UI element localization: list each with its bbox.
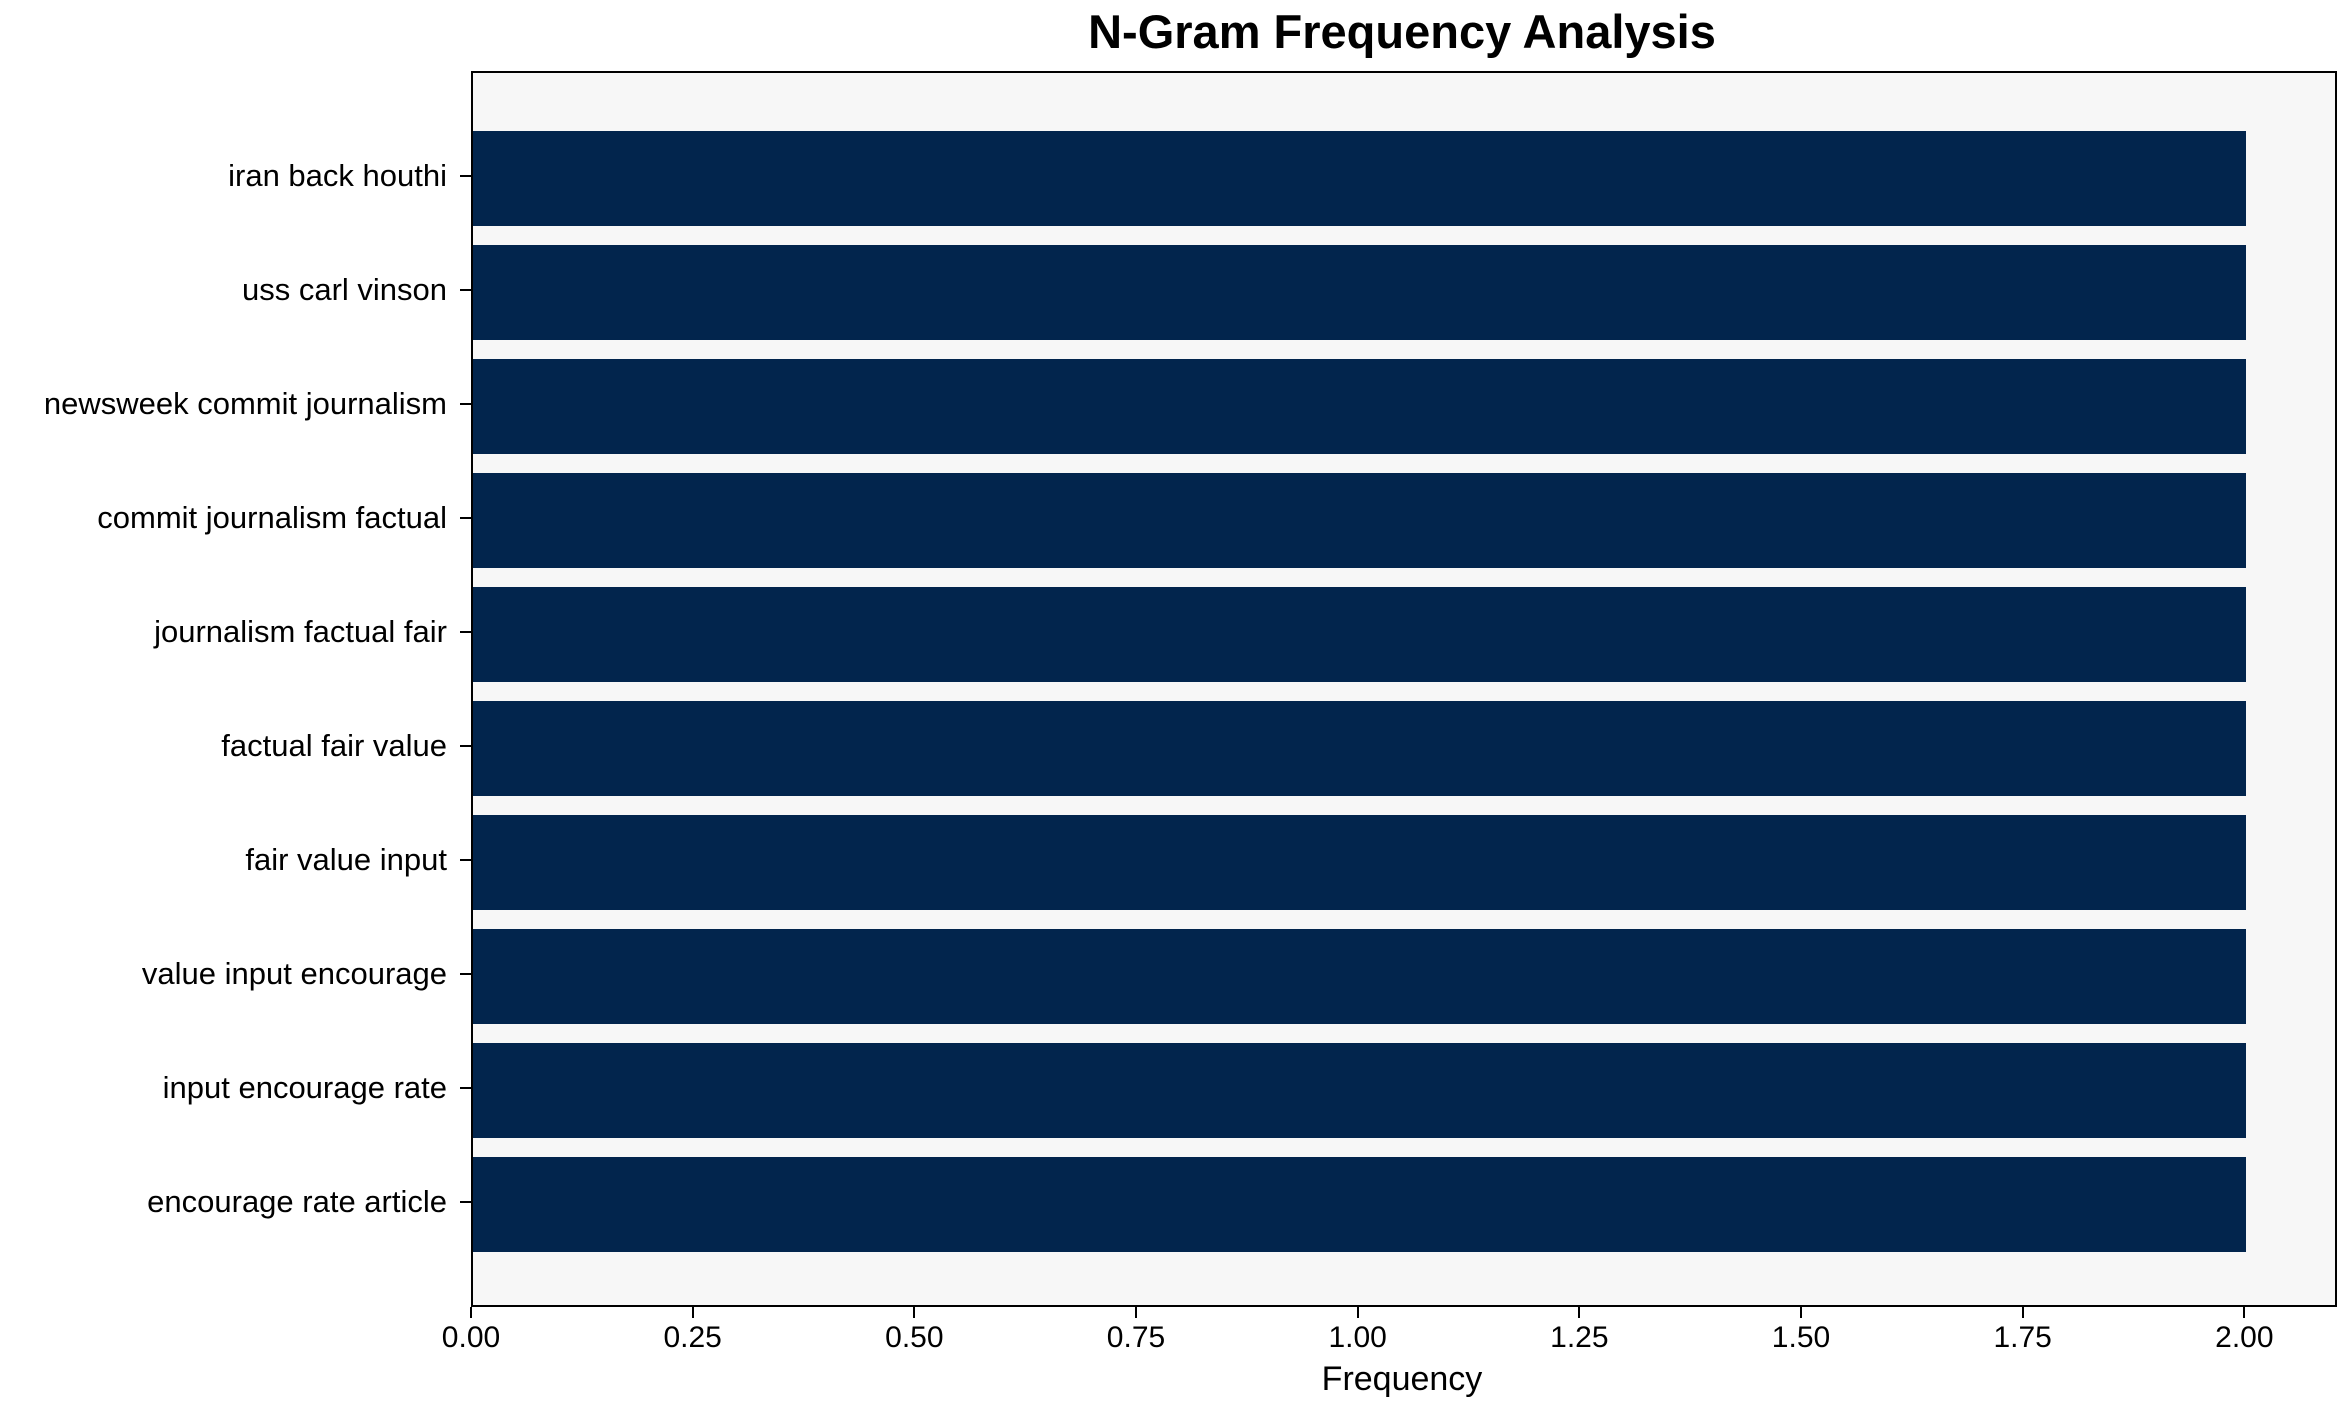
bar <box>473 130 2247 226</box>
bar <box>473 244 2247 340</box>
x-tick-label: 1.50 <box>1771 1321 1831 1354</box>
x-tick-mark <box>691 1307 694 1318</box>
y-tick-mark <box>460 631 471 633</box>
bar <box>473 700 2247 796</box>
x-tick-mark <box>1578 1307 1581 1318</box>
x-tick-mark <box>470 1307 472 1318</box>
y-tick-mark <box>460 289 471 291</box>
y-tick-label: journalism factual fair <box>154 614 447 649</box>
y-tick-label: newsweek commit journalism <box>43 386 447 421</box>
y-tick-label: encourage rate article <box>147 1184 447 1219</box>
y-tick-label: value input encourage <box>141 956 447 991</box>
y-tick-mark <box>460 517 471 519</box>
bar <box>473 1042 2247 1138</box>
x-axis-label: Frequency <box>1321 1360 1483 1398</box>
x-tick-mark <box>1356 1307 1359 1318</box>
x-tick-label: 1.75 <box>1993 1321 2052 1354</box>
bar <box>473 586 2247 682</box>
x-tick-mark <box>913 1307 916 1318</box>
plot-area <box>471 71 2337 1307</box>
y-tick-label: iran back houthi <box>228 158 447 193</box>
y-tick-mark <box>460 859 471 861</box>
y-tick-mark <box>460 973 471 975</box>
y-tick-mark <box>460 175 471 177</box>
y-tick-label: commit journalism factual <box>97 500 447 535</box>
y-tick-label: factual fair value <box>221 728 447 763</box>
bar <box>473 358 2247 454</box>
y-tick-mark <box>460 1087 471 1089</box>
x-tick-label: 0.25 <box>663 1321 722 1354</box>
y-tick-label: uss carl vinson <box>241 272 447 307</box>
x-tick-label: 0.75 <box>1106 1321 1166 1354</box>
y-tick-mark <box>460 745 471 747</box>
chart-title: N-Gram Frequency Analysis <box>1088 5 1716 58</box>
x-tick-label: 0.50 <box>885 1321 944 1354</box>
x-tick-mark <box>2021 1307 2024 1318</box>
y-tick-mark <box>460 403 471 405</box>
x-tick-label: 1.25 <box>1550 1321 1609 1354</box>
y-tick-mark <box>460 1201 471 1203</box>
y-tick-label: fair value input <box>245 842 447 877</box>
x-tick-mark <box>2243 1307 2246 1318</box>
x-tick-mark <box>1800 1307 1802 1318</box>
bar <box>473 928 2247 1024</box>
y-tick-label: input encourage rate <box>162 1070 447 1105</box>
bar <box>473 1156 2247 1252</box>
x-tick-label: 1.00 <box>1328 1321 1387 1354</box>
bar <box>473 472 2247 568</box>
x-tick-label: 2.00 <box>2215 1321 2274 1354</box>
bar <box>473 814 2247 910</box>
x-tick-mark <box>1135 1307 1137 1318</box>
x-tick-label: 0.00 <box>441 1321 501 1354</box>
